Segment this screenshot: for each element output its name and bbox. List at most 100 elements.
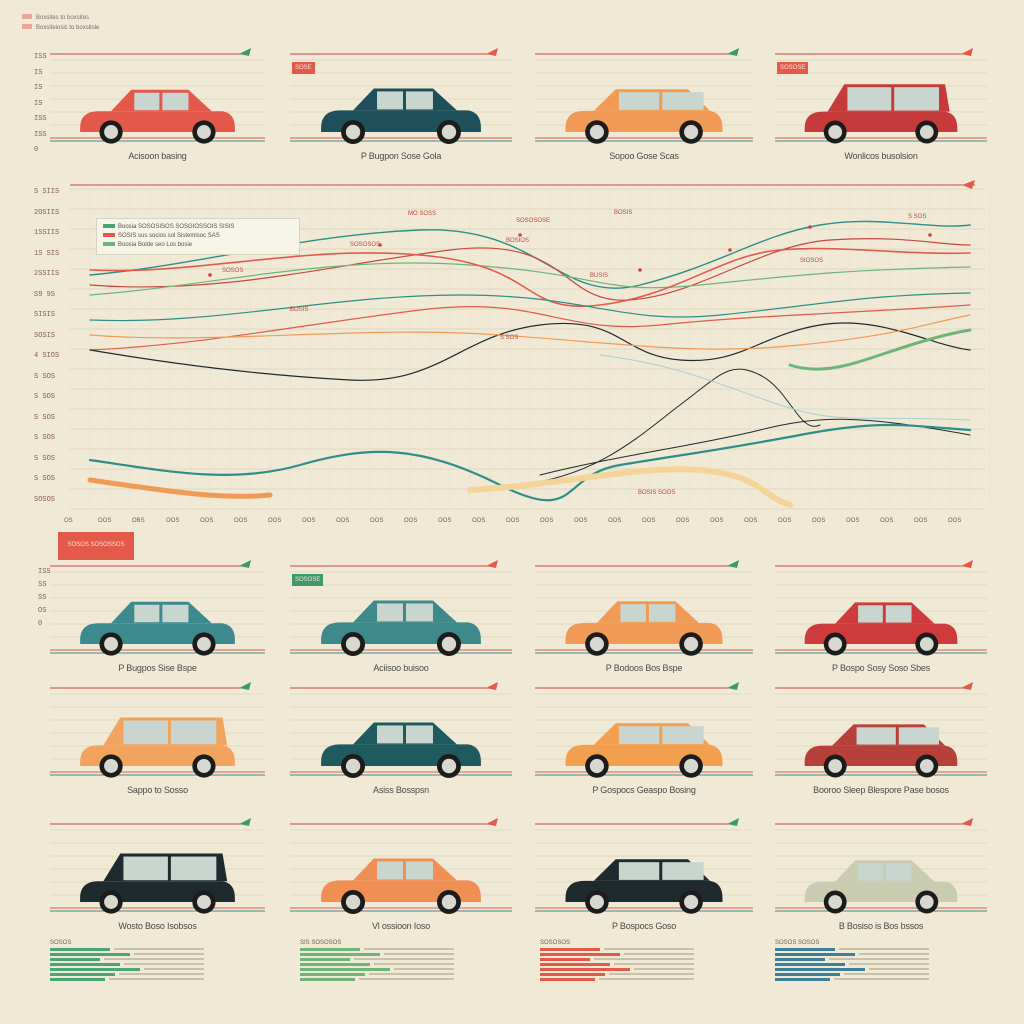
car-cabin: [353, 858, 457, 881]
panel-caption: P Gospocs Geaspo Bosing: [592, 785, 696, 795]
chart-annotation: S SOS: [908, 214, 927, 220]
footer-bar: [540, 963, 610, 966]
car-illustration: [565, 89, 723, 144]
chart-annotation: S SOS: [500, 335, 519, 341]
chart-annotation: SIOSOS: [800, 258, 824, 264]
flag-marker: [239, 560, 251, 568]
car-hubcap: [589, 758, 604, 774]
car-window-rear: [662, 92, 704, 110]
top-tick: IS: [34, 68, 43, 77]
car-window-front: [856, 727, 896, 745]
data-point: [928, 233, 932, 237]
car-window-front: [858, 605, 883, 623]
series-line: [89, 262, 971, 296]
car-illustration: [80, 89, 235, 144]
car-panel-svg: [775, 560, 987, 656]
footer-block-label: SOSOS SOSOS: [775, 940, 820, 946]
footer-bar-row: [300, 963, 510, 966]
footer-block-label: SOSOSOS: [540, 940, 571, 946]
car-window-front: [377, 603, 403, 622]
car-hubcap: [345, 894, 361, 910]
main-y-tick: S SOS: [34, 454, 56, 463]
flag-marker: [961, 48, 973, 56]
main-chart-svg: [70, 180, 991, 510]
car-panel-svg: [535, 48, 753, 144]
car-hubcap: [684, 894, 699, 910]
car-window-rear: [894, 87, 940, 111]
footer-bar-track: [114, 948, 204, 950]
car-hubcap: [104, 895, 119, 909]
main-y-ticks: S SIIS 2OSIIS 1SSIIS 1S SIS 2SSIIS S9 9S SISIS…: [34, 182, 59, 510]
car-illustration: [804, 602, 958, 656]
header-line-2-text: Boxsiteiosic to boxsitsle: [36, 25, 100, 31]
car-panel-svg: [50, 560, 265, 656]
header-line-1-text: Boxsites to boxsites: [36, 15, 90, 21]
footer-bar-track: [384, 953, 454, 955]
car-window-front: [847, 87, 892, 111]
car-panel-svg: [290, 682, 512, 778]
legend-swatch: [103, 224, 115, 228]
series-line: [89, 314, 971, 350]
footer-bar-row: [50, 953, 260, 956]
top-tick: IS: [34, 84, 43, 92]
car-panel-svg: [290, 818, 512, 914]
car-hubcap: [104, 637, 119, 651]
car-hubcap: [441, 124, 457, 140]
car-panel: P Bugpos Sise Bspe: [50, 560, 265, 680]
car-hubcap: [104, 759, 119, 773]
footer-bar: [775, 978, 830, 981]
main-y-tick: S SOS: [34, 413, 56, 422]
main-x-tick: OOS: [948, 518, 962, 524]
footer-bar-row: [50, 963, 260, 966]
row2-tick: SS: [38, 594, 47, 602]
car-hubcap: [345, 124, 361, 140]
car-window-rear: [648, 604, 676, 622]
car-hubcap: [684, 758, 699, 774]
panel-caption: Wosto Boso Isobsos: [118, 921, 197, 931]
car-illustration: [565, 723, 723, 778]
footer-bar-track: [859, 953, 929, 955]
footer-block-label: SOSOS: [50, 940, 72, 946]
flag-marker: [727, 48, 739, 56]
panel-caption: P Bodoos Bos Bspe: [605, 663, 683, 673]
panel-tag: SOSOSE: [292, 574, 324, 586]
main-x-tick: OOS: [676, 518, 690, 524]
car-panel-svg: [775, 818, 987, 914]
main-x-tick: OOS: [914, 518, 928, 524]
car-window-rear: [405, 603, 433, 622]
footer-bar-track: [374, 963, 454, 965]
series-line: [89, 322, 971, 381]
car-panel: Asiss Bosspsn: [290, 682, 512, 802]
car-cabin: [353, 722, 457, 745]
car-illustration: [80, 853, 235, 914]
car-hubcap: [828, 125, 843, 139]
car-hubcap: [345, 636, 361, 652]
car-panel: Booroo Sleep Blespore Pase bosos: [775, 682, 987, 802]
footer-bar-track: [394, 968, 454, 970]
car-window-rear: [405, 91, 433, 110]
car-window-rear: [162, 604, 189, 623]
car-window-front: [620, 604, 646, 622]
footer-bar: [50, 948, 110, 951]
main-legend: Boosia SOSOSISOS SOSGIOSSOIS SISIS SOSIS…: [96, 218, 300, 255]
car-window-front: [858, 863, 883, 881]
main-x-tick: OOS: [336, 518, 350, 524]
main-y-tick: S SOS: [34, 475, 56, 483]
car-window-front: [123, 720, 168, 745]
footer-bar-track: [369, 973, 454, 975]
car-panel-svg: [775, 682, 987, 778]
main-y-tick: 2OSIIS: [34, 208, 60, 217]
row2-tick: OS: [38, 607, 47, 615]
car-hubcap: [589, 894, 604, 910]
car-window-rear: [170, 720, 217, 745]
footer-bar-track: [354, 958, 454, 960]
car-panel: SOSE P Bugpon Sose Gola: [290, 48, 512, 168]
chart-annotation: SOSOSOS: [350, 242, 381, 248]
panel-caption: Asiss Bosspsn: [373, 785, 429, 795]
car-hubcap: [441, 894, 457, 910]
panel-tag: SOSE: [292, 62, 315, 74]
row2-tick: ISS: [38, 568, 51, 576]
car-hubcap: [589, 124, 604, 140]
footer-bar: [775, 968, 865, 971]
car-hubcap: [196, 895, 211, 909]
